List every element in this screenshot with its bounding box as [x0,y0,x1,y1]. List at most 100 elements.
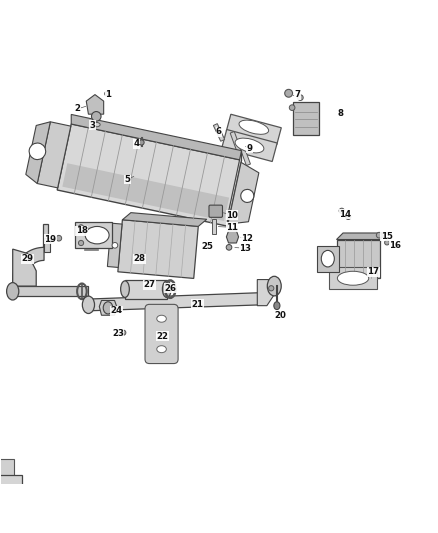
Polygon shape [222,130,277,161]
Text: 4: 4 [133,139,139,148]
Text: 20: 20 [274,311,286,320]
Polygon shape [0,459,14,510]
Text: 16: 16 [389,241,401,250]
Text: 7: 7 [294,90,300,99]
Ellipse shape [235,138,264,153]
Ellipse shape [268,286,274,291]
Polygon shape [13,249,36,286]
Polygon shape [71,115,241,160]
Ellipse shape [78,225,84,230]
Polygon shape [118,220,198,278]
Ellipse shape [92,123,100,127]
Ellipse shape [56,236,62,241]
Polygon shape [43,224,48,249]
Ellipse shape [297,95,303,100]
Text: 2: 2 [74,104,81,114]
Ellipse shape [239,120,268,134]
Text: 18: 18 [76,227,88,235]
Polygon shape [26,122,50,183]
Polygon shape [228,163,259,224]
Text: 10: 10 [226,211,238,220]
Polygon shape [238,141,251,166]
Text: 22: 22 [156,332,169,341]
Text: 6: 6 [216,127,222,136]
Ellipse shape [157,346,166,353]
Text: 15: 15 [381,231,392,240]
Polygon shape [75,222,113,248]
Ellipse shape [226,245,232,250]
Ellipse shape [82,296,95,313]
Polygon shape [226,114,281,144]
FancyBboxPatch shape [145,304,178,364]
Ellipse shape [241,189,254,203]
Polygon shape [62,163,229,221]
Text: 19: 19 [44,235,56,244]
Text: 3: 3 [90,120,96,130]
Ellipse shape [385,240,389,245]
Ellipse shape [162,281,171,297]
Ellipse shape [85,227,109,244]
Polygon shape [37,122,71,188]
Text: 25: 25 [201,243,213,252]
Text: 5: 5 [125,175,131,184]
Text: 27: 27 [143,280,155,289]
Polygon shape [317,246,339,272]
Ellipse shape [7,282,19,300]
Polygon shape [86,94,104,114]
Text: 29: 29 [21,254,33,263]
Ellipse shape [339,208,344,213]
Ellipse shape [157,315,166,322]
Text: 9: 9 [247,143,252,152]
Polygon shape [13,286,88,296]
Text: 14: 14 [339,210,351,219]
Ellipse shape [78,240,84,246]
Ellipse shape [267,276,281,296]
Ellipse shape [112,243,118,248]
Ellipse shape [92,111,101,121]
Ellipse shape [285,90,293,97]
Ellipse shape [376,232,382,238]
Polygon shape [227,151,241,226]
Polygon shape [0,474,22,494]
Text: 21: 21 [191,300,203,309]
Ellipse shape [103,302,113,314]
Polygon shape [212,219,215,235]
Polygon shape [86,293,262,311]
Ellipse shape [120,281,129,297]
Polygon shape [257,279,276,305]
Polygon shape [336,233,387,239]
Text: 13: 13 [239,244,251,253]
Polygon shape [213,124,225,141]
Polygon shape [336,239,380,278]
Text: 12: 12 [241,233,253,243]
Ellipse shape [337,271,369,285]
Ellipse shape [321,251,334,267]
Ellipse shape [289,105,295,110]
Polygon shape [329,268,377,289]
Text: 8: 8 [338,109,344,118]
Text: 24: 24 [111,306,123,316]
Text: 1: 1 [105,90,111,99]
Ellipse shape [29,143,46,159]
Ellipse shape [139,140,144,145]
Polygon shape [44,238,50,252]
Polygon shape [99,301,117,315]
Polygon shape [226,231,239,243]
Polygon shape [107,223,122,268]
Text: 11: 11 [226,223,238,232]
Polygon shape [13,247,44,289]
Polygon shape [230,132,243,156]
Ellipse shape [105,91,110,96]
Ellipse shape [274,302,280,310]
Polygon shape [125,279,167,298]
Polygon shape [293,102,319,135]
Text: 23: 23 [112,329,124,338]
Polygon shape [57,124,241,226]
Text: 28: 28 [134,254,146,263]
Polygon shape [122,213,207,227]
FancyBboxPatch shape [209,205,223,217]
Text: 26: 26 [164,284,176,293]
Ellipse shape [120,330,126,335]
Ellipse shape [346,214,351,220]
Text: 17: 17 [367,267,380,276]
